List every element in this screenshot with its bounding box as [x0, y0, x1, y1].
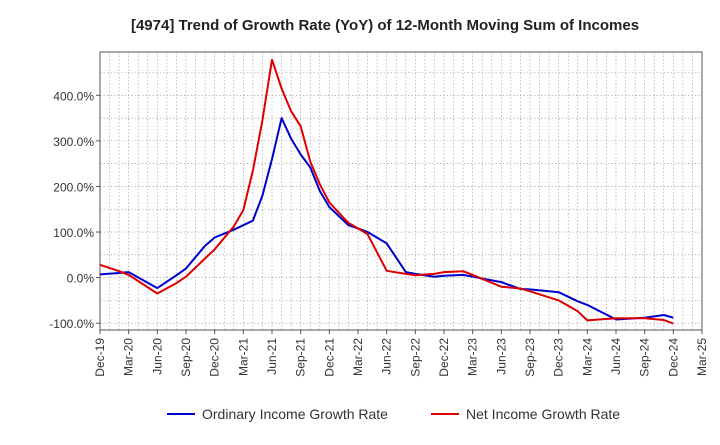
x-tick-label: Jun-22: [380, 338, 394, 375]
x-tick-label: Jun-23: [494, 338, 508, 375]
x-tick-label: Dec-21: [322, 338, 336, 377]
plot-background: [100, 52, 702, 330]
x-tick-label: Jun-21: [265, 338, 279, 375]
y-tick-label: 0.0%: [67, 272, 95, 286]
x-tick-label: Mar-21: [236, 338, 250, 376]
x-tick-label: Sep-22: [408, 338, 422, 377]
x-tick-label: Jun-20: [150, 338, 164, 375]
y-tick-label: -100.0%: [49, 317, 94, 331]
y-tick-label: 400.0%: [53, 89, 94, 103]
legend-label-net: Net Income Growth Rate: [466, 406, 620, 422]
x-tick-label: Sep-24: [638, 338, 652, 377]
x-tick-label: Dec-20: [208, 338, 222, 377]
x-tick-label: Sep-21: [294, 338, 308, 377]
x-tick-label: Sep-23: [523, 338, 537, 377]
x-tick-label: Mar-25: [695, 338, 709, 376]
chart-title: [4974] Trend of Growth Rate (YoY) of 12-…: [131, 17, 639, 34]
legend: Ordinary Income Growth Rate Net Income G…: [167, 406, 620, 422]
plot-border: [99, 51, 703, 331]
x-tick-label: Dec-24: [666, 338, 680, 377]
series-line-net-income: [99, 58, 674, 325]
y-tick-label: 200.0%: [53, 180, 94, 194]
y-tick-label: 300.0%: [53, 135, 94, 149]
x-tick-label: Mar-20: [122, 338, 136, 376]
x-tick-label: Dec-22: [437, 338, 451, 377]
plot-area: -100.0% 0.0% 100.0% 200.0% 300.0% 400.0% Dec-1…: [49, 51, 709, 377]
x-tick-label: Mar-23: [466, 338, 480, 376]
series-line-ordinary-income: [99, 117, 674, 321]
x-tick-label: Dec-23: [552, 338, 566, 377]
y-tick-label: 100.0%: [53, 226, 94, 240]
x-tick-label: Dec-19: [93, 338, 107, 377]
x-tick-label: Mar-22: [351, 338, 365, 376]
x-tick-label: Jun-24: [609, 338, 623, 375]
x-tick-label: Mar-24: [580, 338, 594, 376]
x-tick-label: Sep-20: [179, 338, 193, 377]
legend-label-ordinary: Ordinary Income Growth Rate: [202, 406, 388, 422]
